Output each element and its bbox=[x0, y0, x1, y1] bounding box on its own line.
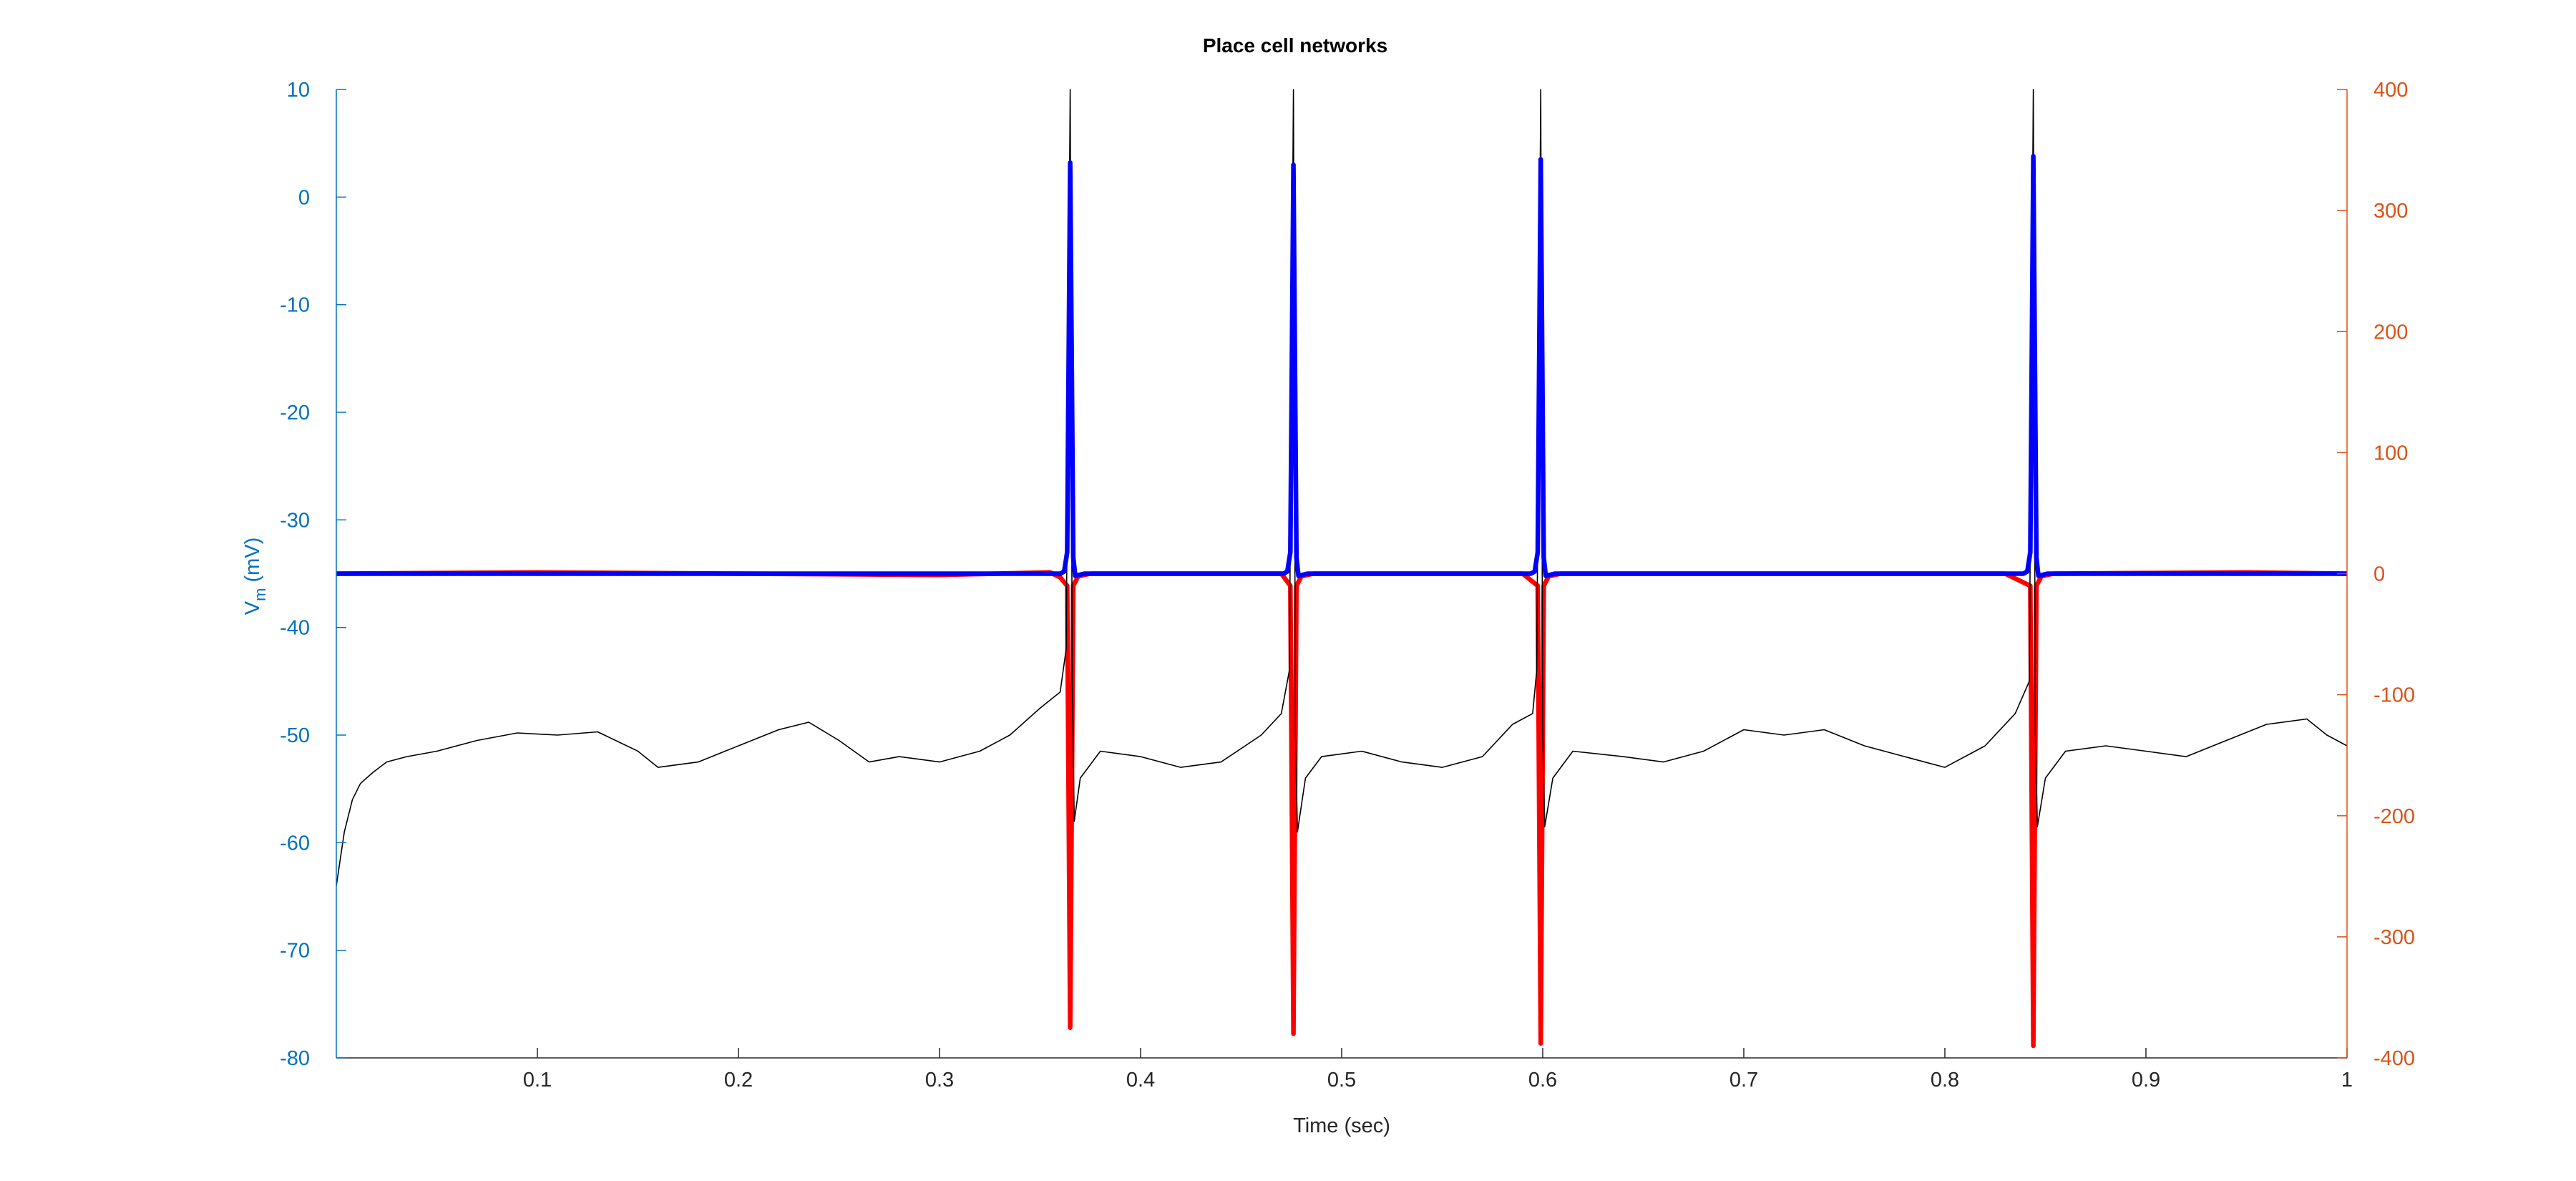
y-tick-label-right: -400 bbox=[2373, 1047, 2415, 1070]
y-tick-label-right: 100 bbox=[2373, 442, 2408, 465]
x-tick-label: 1 bbox=[2341, 1069, 2353, 1092]
y-axis-right: 400 300 200 100 0 -100 -200 -300 -400 bbox=[2337, 79, 2415, 1070]
chart-title: Place cell networks bbox=[1203, 34, 1387, 57]
y-tick-label-left: 0 bbox=[298, 186, 310, 209]
y-axis-label-main: V bbox=[241, 601, 264, 615]
y-tick-label-left: 10 bbox=[287, 79, 310, 102]
x-tick-label: 0.3 bbox=[925, 1069, 954, 1092]
y-tick-label-right: -300 bbox=[2373, 926, 2415, 949]
y-tick-label-left: -50 bbox=[280, 724, 310, 747]
y-tick-label-left: -10 bbox=[280, 294, 310, 317]
series-line-1 bbox=[336, 153, 2347, 578]
y-tick-label-right: -100 bbox=[2373, 684, 2415, 707]
x-tick-label: 0.7 bbox=[1729, 1069, 1758, 1092]
x-axis: 0.1 0.2 0.3 0.4 0.5 0.6 0.7 0.8 0.9 1 bbox=[336, 1048, 2353, 1092]
y-tick-label-left: -80 bbox=[280, 1047, 310, 1070]
y-axis-label-left: Vm (mV) bbox=[241, 538, 269, 616]
x-tick-label: 0.6 bbox=[1528, 1069, 1557, 1092]
x-tick-label: 0.9 bbox=[2132, 1069, 2160, 1092]
y-tick-label-right: 300 bbox=[2373, 200, 2408, 223]
y-axis-label-unit: (mV) bbox=[241, 538, 264, 588]
x-tick-label: 0.1 bbox=[523, 1069, 552, 1092]
series-layer bbox=[336, 89, 2347, 1049]
y-tick-label-right: -200 bbox=[2373, 805, 2415, 828]
y-tick-label-left: -70 bbox=[280, 940, 310, 963]
y-axis-left: 10 0 -10 -20 -30 -40 -50 -60 -70 -80 bbox=[280, 79, 346, 1070]
y-tick-label-left: -20 bbox=[280, 402, 310, 424]
y-tick-label-left: -30 bbox=[280, 509, 310, 532]
y-tick-label-left: -60 bbox=[280, 832, 310, 855]
x-tick-label: 0.5 bbox=[1327, 1069, 1356, 1092]
y-tick-label-left: -40 bbox=[280, 617, 310, 640]
y-tick-label-right: 0 bbox=[2373, 563, 2385, 586]
x-axis-label: Time (sec) bbox=[1293, 1114, 1390, 1137]
series-line-0 bbox=[336, 89, 2347, 886]
x-tick-label: 0.4 bbox=[1126, 1069, 1155, 1092]
x-tick-label: 0.8 bbox=[1931, 1069, 1959, 1092]
y-tick-label-right: 400 bbox=[2373, 79, 2408, 102]
x-tick-label: 0.2 bbox=[724, 1069, 753, 1092]
y-tick-label-right: 200 bbox=[2373, 321, 2408, 344]
y-axis-label-subscript: m bbox=[251, 588, 269, 601]
